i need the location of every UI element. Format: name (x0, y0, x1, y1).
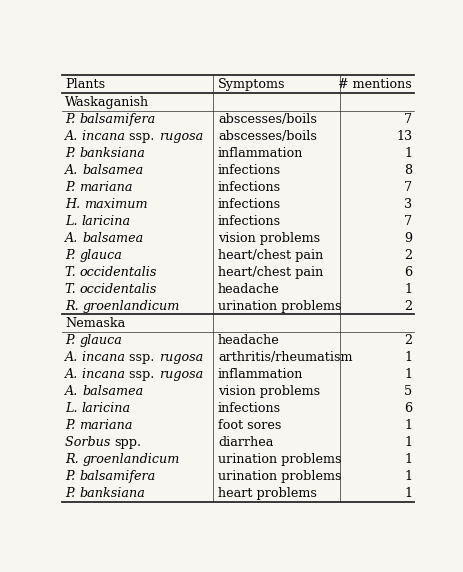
Text: mariana: mariana (79, 419, 132, 432)
Text: 1: 1 (403, 453, 411, 466)
Text: rugosa: rugosa (158, 368, 203, 382)
Text: balsamea: balsamea (82, 164, 144, 177)
Text: incana: incana (82, 368, 129, 382)
Text: 1: 1 (403, 351, 411, 364)
Text: arthritis/rheumatism: arthritis/rheumatism (218, 351, 352, 364)
Text: heart/chest pain: heart/chest pain (218, 266, 323, 279)
Text: headache: headache (218, 335, 279, 347)
Text: L.: L. (65, 215, 81, 228)
Text: groenlandicum: groenlandicum (82, 300, 180, 313)
Text: 6: 6 (403, 402, 411, 415)
Text: 6: 6 (403, 266, 411, 279)
Text: headache: headache (218, 283, 279, 296)
Text: 7: 7 (403, 181, 411, 194)
Text: P.: P. (65, 487, 79, 500)
Text: glauca: glauca (79, 249, 122, 262)
Text: urination problems: urination problems (218, 470, 341, 483)
Text: urination problems: urination problems (218, 453, 341, 466)
Text: heart/chest pain: heart/chest pain (218, 249, 323, 262)
Text: 2: 2 (403, 335, 411, 347)
Text: A.: A. (65, 368, 82, 382)
Text: 13: 13 (395, 130, 411, 143)
Text: laricina: laricina (81, 215, 131, 228)
Text: infections: infections (218, 181, 281, 194)
Text: abscesses/boils: abscesses/boils (218, 113, 316, 126)
Text: ssp.: ssp. (129, 130, 158, 143)
Text: spp.: spp. (114, 436, 141, 449)
Text: vision problems: vision problems (218, 386, 319, 398)
Text: 1: 1 (403, 368, 411, 382)
Text: balsamifera: balsamifera (79, 470, 155, 483)
Text: T.: T. (65, 283, 80, 296)
Text: ssp.: ssp. (129, 351, 158, 364)
Text: banksiana: banksiana (79, 147, 145, 160)
Text: R.: R. (65, 300, 82, 313)
Text: groenlandicum: groenlandicum (82, 453, 180, 466)
Text: P.: P. (65, 147, 79, 160)
Text: heart problems: heart problems (218, 487, 316, 500)
Text: 1: 1 (403, 436, 411, 449)
Text: Nemaska: Nemaska (65, 317, 125, 330)
Text: infections: infections (218, 164, 281, 177)
Text: L.: L. (65, 402, 81, 415)
Text: rugosa: rugosa (158, 130, 203, 143)
Text: infections: infections (218, 215, 281, 228)
Text: P.: P. (65, 419, 79, 432)
Text: diarrhea: diarrhea (218, 436, 273, 449)
Text: 1: 1 (403, 147, 411, 160)
Text: T.: T. (65, 266, 80, 279)
Text: 8: 8 (403, 164, 411, 177)
Text: infections: infections (218, 402, 281, 415)
Text: R.: R. (65, 453, 82, 466)
Text: A.: A. (65, 386, 82, 398)
Text: Symptoms: Symptoms (218, 78, 285, 91)
Text: Waskaganish: Waskaganish (65, 96, 149, 109)
Text: A.: A. (65, 232, 82, 245)
Text: 5: 5 (403, 386, 411, 398)
Text: Plants: Plants (65, 78, 105, 91)
Text: 9: 9 (403, 232, 411, 245)
Text: occidentalis: occidentalis (80, 283, 157, 296)
Text: A.: A. (65, 164, 82, 177)
Text: Sorbus: Sorbus (65, 436, 114, 449)
Text: balsamifera: balsamifera (79, 113, 155, 126)
Text: maximum: maximum (84, 198, 148, 211)
Text: 3: 3 (403, 198, 411, 211)
Text: 1: 1 (403, 470, 411, 483)
Text: laricina: laricina (81, 402, 131, 415)
Text: P.: P. (65, 470, 79, 483)
Text: banksiana: banksiana (79, 487, 145, 500)
Text: P.: P. (65, 335, 79, 347)
Text: vision problems: vision problems (218, 232, 319, 245)
Text: 7: 7 (403, 113, 411, 126)
Text: balsamea: balsamea (82, 386, 144, 398)
Text: occidentalis: occidentalis (80, 266, 157, 279)
Text: P.: P. (65, 181, 79, 194)
Text: 7: 7 (403, 215, 411, 228)
Text: ssp.: ssp. (129, 368, 158, 382)
Text: rugosa: rugosa (158, 351, 203, 364)
Text: abscesses/boils: abscesses/boils (218, 130, 316, 143)
Text: 1: 1 (403, 487, 411, 500)
Text: balsamea: balsamea (82, 232, 144, 245)
Text: A.: A. (65, 351, 82, 364)
Text: P.: P. (65, 249, 79, 262)
Text: 2: 2 (403, 300, 411, 313)
Text: H.: H. (65, 198, 84, 211)
Text: A.: A. (65, 130, 82, 143)
Text: inflammation: inflammation (218, 368, 303, 382)
Text: foot sores: foot sores (218, 419, 281, 432)
Text: urination problems: urination problems (218, 300, 341, 313)
Text: # mentions: # mentions (338, 78, 411, 91)
Text: incana: incana (82, 130, 129, 143)
Text: 2: 2 (403, 249, 411, 262)
Text: inflammation: inflammation (218, 147, 303, 160)
Text: glauca: glauca (79, 335, 122, 347)
Text: infections: infections (218, 198, 281, 211)
Text: 1: 1 (403, 283, 411, 296)
Text: mariana: mariana (79, 181, 132, 194)
Text: 1: 1 (403, 419, 411, 432)
Text: P.: P. (65, 113, 79, 126)
Text: incana: incana (82, 351, 129, 364)
